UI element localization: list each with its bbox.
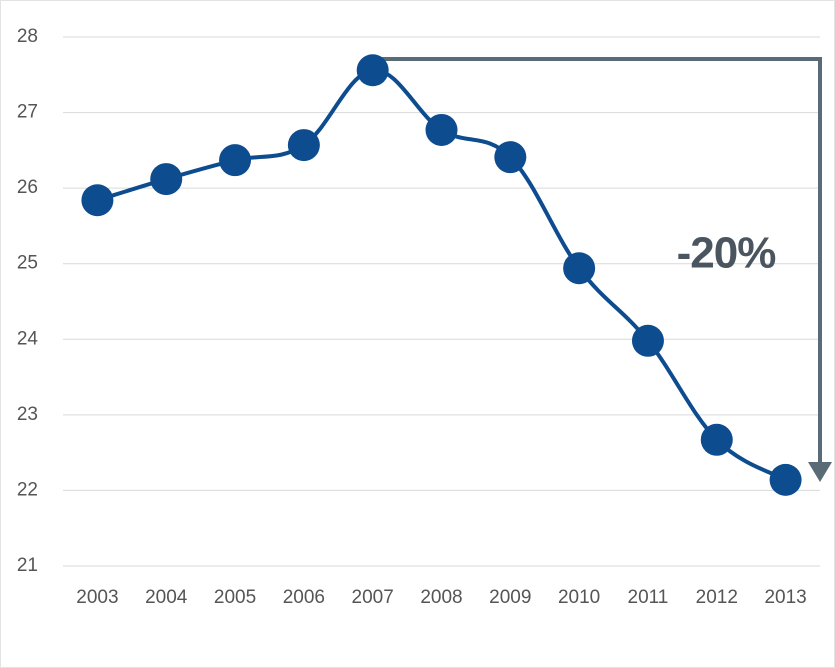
arrow-head (808, 462, 832, 482)
y-tick-label: 23 (17, 404, 38, 425)
y-tick-label: 25 (17, 253, 38, 274)
x-tick-label: 2004 (145, 587, 188, 608)
point (631, 324, 664, 357)
x-tick-label: 2011 (628, 587, 669, 608)
x-tick-label: 2008 (420, 587, 462, 608)
point (563, 252, 596, 285)
x-tick-label: 2006 (283, 587, 325, 608)
point (769, 463, 802, 496)
x-tick-label: 2005 (214, 587, 256, 608)
plot (81, 54, 802, 496)
grid: 21 22 23 24 25 26 27 28 2003 2004 2005 2006 2007 2008… (17, 26, 820, 608)
point (219, 144, 252, 177)
y-tick-label: 28 (17, 26, 38, 47)
y-tick-label: 24 (17, 328, 39, 349)
x-tick-label: 2013 (764, 587, 806, 608)
point (494, 141, 527, 174)
x-tick-label: 2012 (696, 587, 738, 608)
point (425, 113, 458, 146)
annotation: -20% (677, 229, 776, 278)
y-tick-label: 27 (17, 102, 38, 123)
x-tick-label: 2003 (76, 587, 118, 608)
x-tick-label: 2007 (352, 587, 394, 608)
point (700, 423, 733, 456)
x-tick-label: 2010 (558, 587, 600, 608)
y-tick-label: 26 (17, 177, 38, 198)
drop-arrow (372, 57, 822, 468)
x-tick-label: 2009 (489, 587, 531, 608)
point (356, 54, 389, 87)
y-tick-label: 21 (17, 555, 38, 576)
point (81, 184, 114, 217)
point (287, 129, 320, 162)
y-tick-label: 22 (17, 479, 38, 500)
point (150, 163, 183, 196)
